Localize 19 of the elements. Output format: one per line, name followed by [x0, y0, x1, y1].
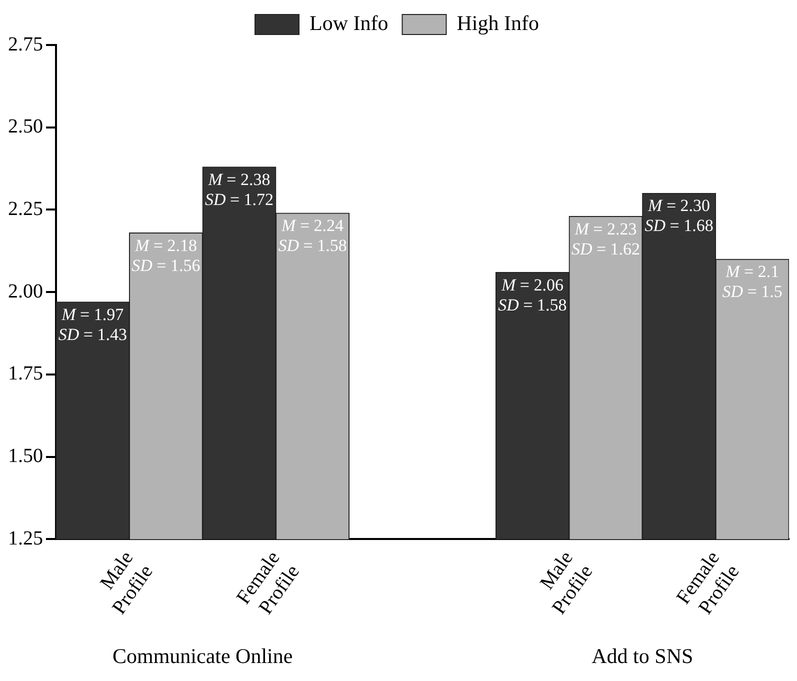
data-label: M = 1.97 SD = 1.43 [58, 304, 127, 344]
y-tick-label: 1.25 [8, 527, 43, 550]
text: Add to SNS [592, 644, 694, 668]
data-label: M = 2.06 SD = 1.58 [498, 275, 567, 314]
y-tick-label: 1.50 [8, 445, 43, 468]
legend-label: High Info [456, 11, 539, 36]
data-label: M = 2.1 SD = 1.5 [722, 262, 782, 302]
data-label: M = 2.24 SD = 1.58 [278, 216, 347, 256]
legend-label: Low Info [310, 11, 388, 36]
y-tick-label: 1.75 [8, 362, 43, 385]
y-tick-label: 2.75 [8, 33, 43, 56]
data-label: M = 2.23 SD = 1.62 [571, 219, 640, 258]
text: Communicate Online [112, 644, 293, 668]
y-tick-label: 2.50 [8, 116, 43, 138]
y-tick-label: 2.00 [8, 280, 43, 302]
data-label: M = 2.38 SD = 1.72 [204, 170, 274, 209]
data-label: M = 2.30 SD = 1.68 [644, 196, 714, 236]
y-tick-label: 2.25 [8, 198, 43, 220]
data-label: M = 2.18 SD = 1.56 [132, 236, 200, 275]
